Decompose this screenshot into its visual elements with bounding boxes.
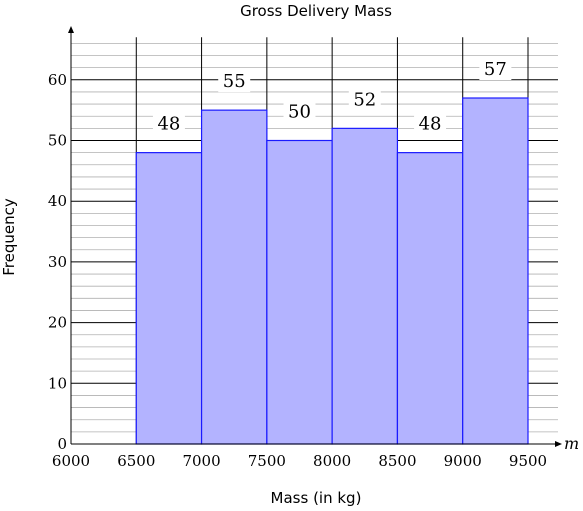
x-tick-label: 7500 bbox=[248, 452, 286, 470]
data-label-background bbox=[348, 88, 381, 111]
x-tick-label: 7000 bbox=[182, 452, 220, 470]
x-tick-label: 9500 bbox=[509, 452, 547, 470]
y-tick-label: 40 bbox=[48, 192, 67, 210]
data-label-background bbox=[479, 58, 512, 81]
histogram-bar bbox=[331, 127, 399, 445]
y-tick-label: 30 bbox=[48, 253, 67, 271]
data-label: 57 bbox=[484, 59, 507, 80]
x-tick-label: 6000 bbox=[52, 452, 90, 470]
data-label: 48 bbox=[157, 114, 180, 135]
x-tick-label: 6500 bbox=[117, 452, 155, 470]
chart-title: Gross Delivery Mass bbox=[240, 2, 392, 20]
x-tick-label: 8500 bbox=[378, 452, 416, 470]
tick-labels: 6000 6500 7000 7500 8000 8500 9000 9500 0 10 20 30 4… bbox=[48, 71, 547, 470]
histogram-bar bbox=[396, 152, 464, 445]
x-tick-label: 8000 bbox=[313, 452, 351, 470]
x-axis-label: Mass (in kg) bbox=[271, 489, 362, 507]
axes bbox=[68, 26, 562, 447]
histogram-bar bbox=[200, 109, 268, 445]
data-labels: 48 55 50 52 48 57 bbox=[152, 58, 512, 135]
histogram-bar bbox=[135, 152, 203, 445]
y-axis-label: Frequency bbox=[0, 198, 18, 276]
y-tick-label: 0 bbox=[57, 435, 67, 453]
histogram-bar bbox=[462, 97, 529, 445]
x-axis-arrow bbox=[555, 441, 562, 447]
x-axis-variable: m bbox=[564, 434, 579, 453]
y-tick-label: 20 bbox=[48, 314, 67, 332]
data-label-background bbox=[152, 112, 185, 135]
data-label: 52 bbox=[353, 89, 376, 110]
data-label: 48 bbox=[419, 114, 442, 135]
x-tick-label: 9000 bbox=[444, 452, 482, 470]
data-label-background bbox=[414, 112, 447, 135]
histogram-bar bbox=[266, 139, 333, 445]
data-label-background bbox=[218, 70, 251, 93]
y-axis-arrow bbox=[68, 26, 74, 33]
data-label: 55 bbox=[223, 71, 246, 92]
y-tick-label: 10 bbox=[48, 374, 67, 392]
y-tick-label: 60 bbox=[48, 71, 67, 89]
y-tick-label: 50 bbox=[48, 132, 67, 150]
histogram-bars bbox=[135, 97, 529, 445]
data-label-background bbox=[283, 100, 316, 123]
data-label: 50 bbox=[288, 102, 311, 123]
